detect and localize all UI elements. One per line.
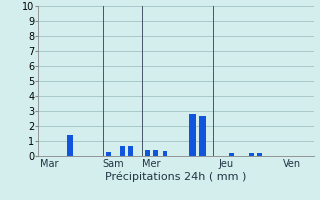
Bar	[128, 146, 133, 156]
X-axis label: Précipitations 24h ( mm ): Précipitations 24h ( mm )	[105, 172, 247, 182]
Bar	[199, 116, 205, 156]
Bar	[163, 151, 167, 156]
Bar	[258, 153, 262, 156]
Bar	[228, 153, 234, 156]
Bar	[249, 153, 254, 156]
Bar	[145, 150, 149, 156]
Bar	[189, 114, 196, 156]
Bar	[106, 152, 111, 156]
Bar	[67, 135, 73, 156]
Bar	[153, 150, 158, 156]
Bar	[120, 146, 125, 156]
